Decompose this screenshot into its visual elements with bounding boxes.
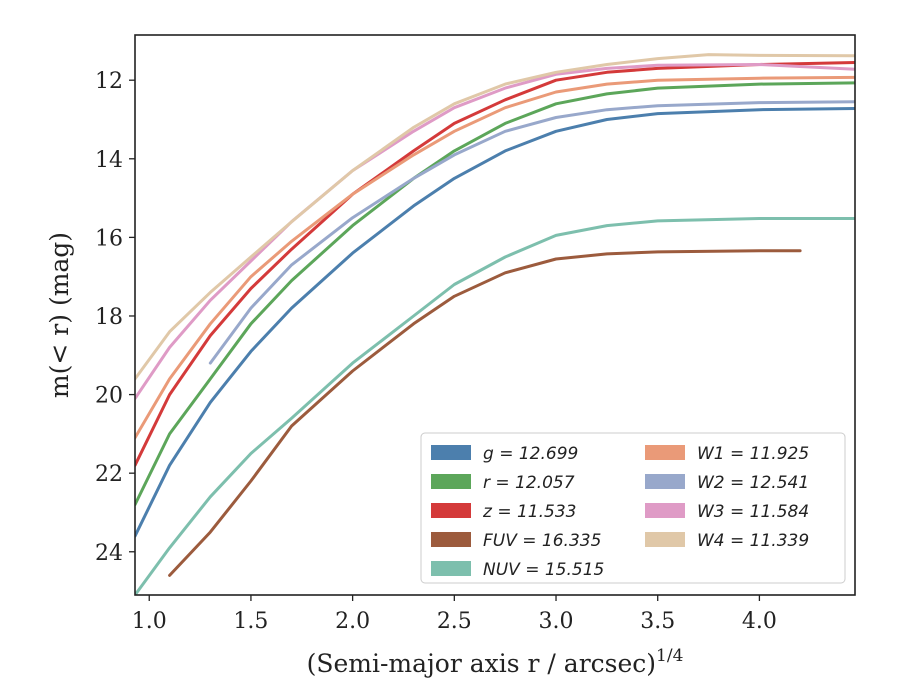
series-line-w3 bbox=[135, 63, 855, 400]
x-tick-label: 3.0 bbox=[539, 609, 574, 634]
series-line-w4 bbox=[135, 53, 855, 381]
x-tick-label: 1.0 bbox=[132, 609, 167, 634]
series-line-nuv bbox=[135, 217, 855, 595]
legend-swatch bbox=[431, 445, 471, 460]
x-tick-label: 2.5 bbox=[437, 609, 472, 634]
legend-swatch bbox=[431, 474, 471, 489]
legend-label: W4 = 11.339 bbox=[697, 531, 809, 551]
series-line-w1 bbox=[135, 75, 855, 440]
y-axis-label: m(< r) (mag) bbox=[45, 232, 74, 398]
y-tick-label: 24 bbox=[95, 541, 123, 566]
legend-item-z: z = 11.533 bbox=[431, 502, 576, 522]
y-tick-label: 18 bbox=[95, 305, 123, 330]
series-line-z bbox=[135, 61, 855, 467]
series-layer bbox=[135, 53, 855, 595]
legend-label: r = 12.057 bbox=[483, 473, 575, 493]
legend-label: z = 11.533 bbox=[482, 502, 576, 522]
legend-label: W3 = 11.584 bbox=[697, 502, 809, 522]
x-axis-label-exponent: 1/4 bbox=[656, 646, 683, 666]
legend: g = 12.699 r = 12.057 z = 11.533 FUV = 16.3… bbox=[420, 432, 846, 584]
legend-swatch bbox=[431, 532, 471, 547]
legend-swatch bbox=[645, 445, 685, 460]
y-tick-label: 16 bbox=[95, 226, 123, 251]
legend-frame bbox=[420, 432, 846, 584]
y-tick-label: 12 bbox=[95, 69, 123, 94]
legend-item-r: r = 12.057 bbox=[431, 473, 575, 493]
plot-frame bbox=[134, 34, 856, 596]
legend-item-w1: W1 = 11.925 bbox=[645, 444, 809, 464]
legend-item-fuv: FUV = 16.335 bbox=[431, 531, 601, 551]
y-axis: 12 14 16 18 20 22 24 bbox=[95, 69, 135, 566]
series-line-g bbox=[135, 107, 855, 538]
legend-item-w3: W3 = 11.584 bbox=[645, 502, 809, 522]
legend-items: g = 12.699 r = 12.057 z = 11.533 FUV = 16.3… bbox=[431, 444, 809, 580]
x-tick-label: 3.5 bbox=[640, 609, 675, 634]
legend-item-nuv: NUV = 15.515 bbox=[431, 560, 604, 580]
y-tick-label: 14 bbox=[95, 148, 123, 173]
legend-item-w2: W2 = 12.541 bbox=[645, 473, 809, 493]
series-line-fuv bbox=[168, 249, 802, 577]
x-tick-label: 2.0 bbox=[335, 609, 370, 634]
legend-label: W2 = 12.541 bbox=[697, 473, 809, 493]
legend-label: W1 = 11.925 bbox=[697, 444, 809, 464]
x-axis-label: (Semi-major axis r / arcsec)1/4 bbox=[307, 646, 684, 678]
legend-swatch bbox=[431, 503, 471, 518]
x-axis: 1.0 1.5 2.0 2.5 3.0 3.5 4.0 bbox=[132, 595, 777, 634]
legend-swatch bbox=[645, 532, 685, 547]
legend-item-w4: W4 = 11.339 bbox=[645, 531, 809, 551]
y-tick-label: 22 bbox=[95, 462, 123, 487]
series-line-w2 bbox=[208, 100, 855, 365]
x-tick-label: 4.0 bbox=[742, 609, 777, 634]
legend-label: NUV = 15.515 bbox=[483, 560, 604, 580]
legend-swatch bbox=[645, 474, 685, 489]
legend-item-g: g = 12.699 bbox=[431, 444, 578, 464]
x-tick-label: 1.5 bbox=[233, 609, 268, 634]
legend-label: g = 12.699 bbox=[483, 444, 578, 464]
y-tick-label: 20 bbox=[95, 384, 123, 409]
legend-label: FUV = 16.335 bbox=[483, 531, 601, 551]
legend-swatch bbox=[645, 503, 685, 518]
series-line-r bbox=[135, 81, 855, 507]
legend-swatch bbox=[431, 561, 471, 576]
